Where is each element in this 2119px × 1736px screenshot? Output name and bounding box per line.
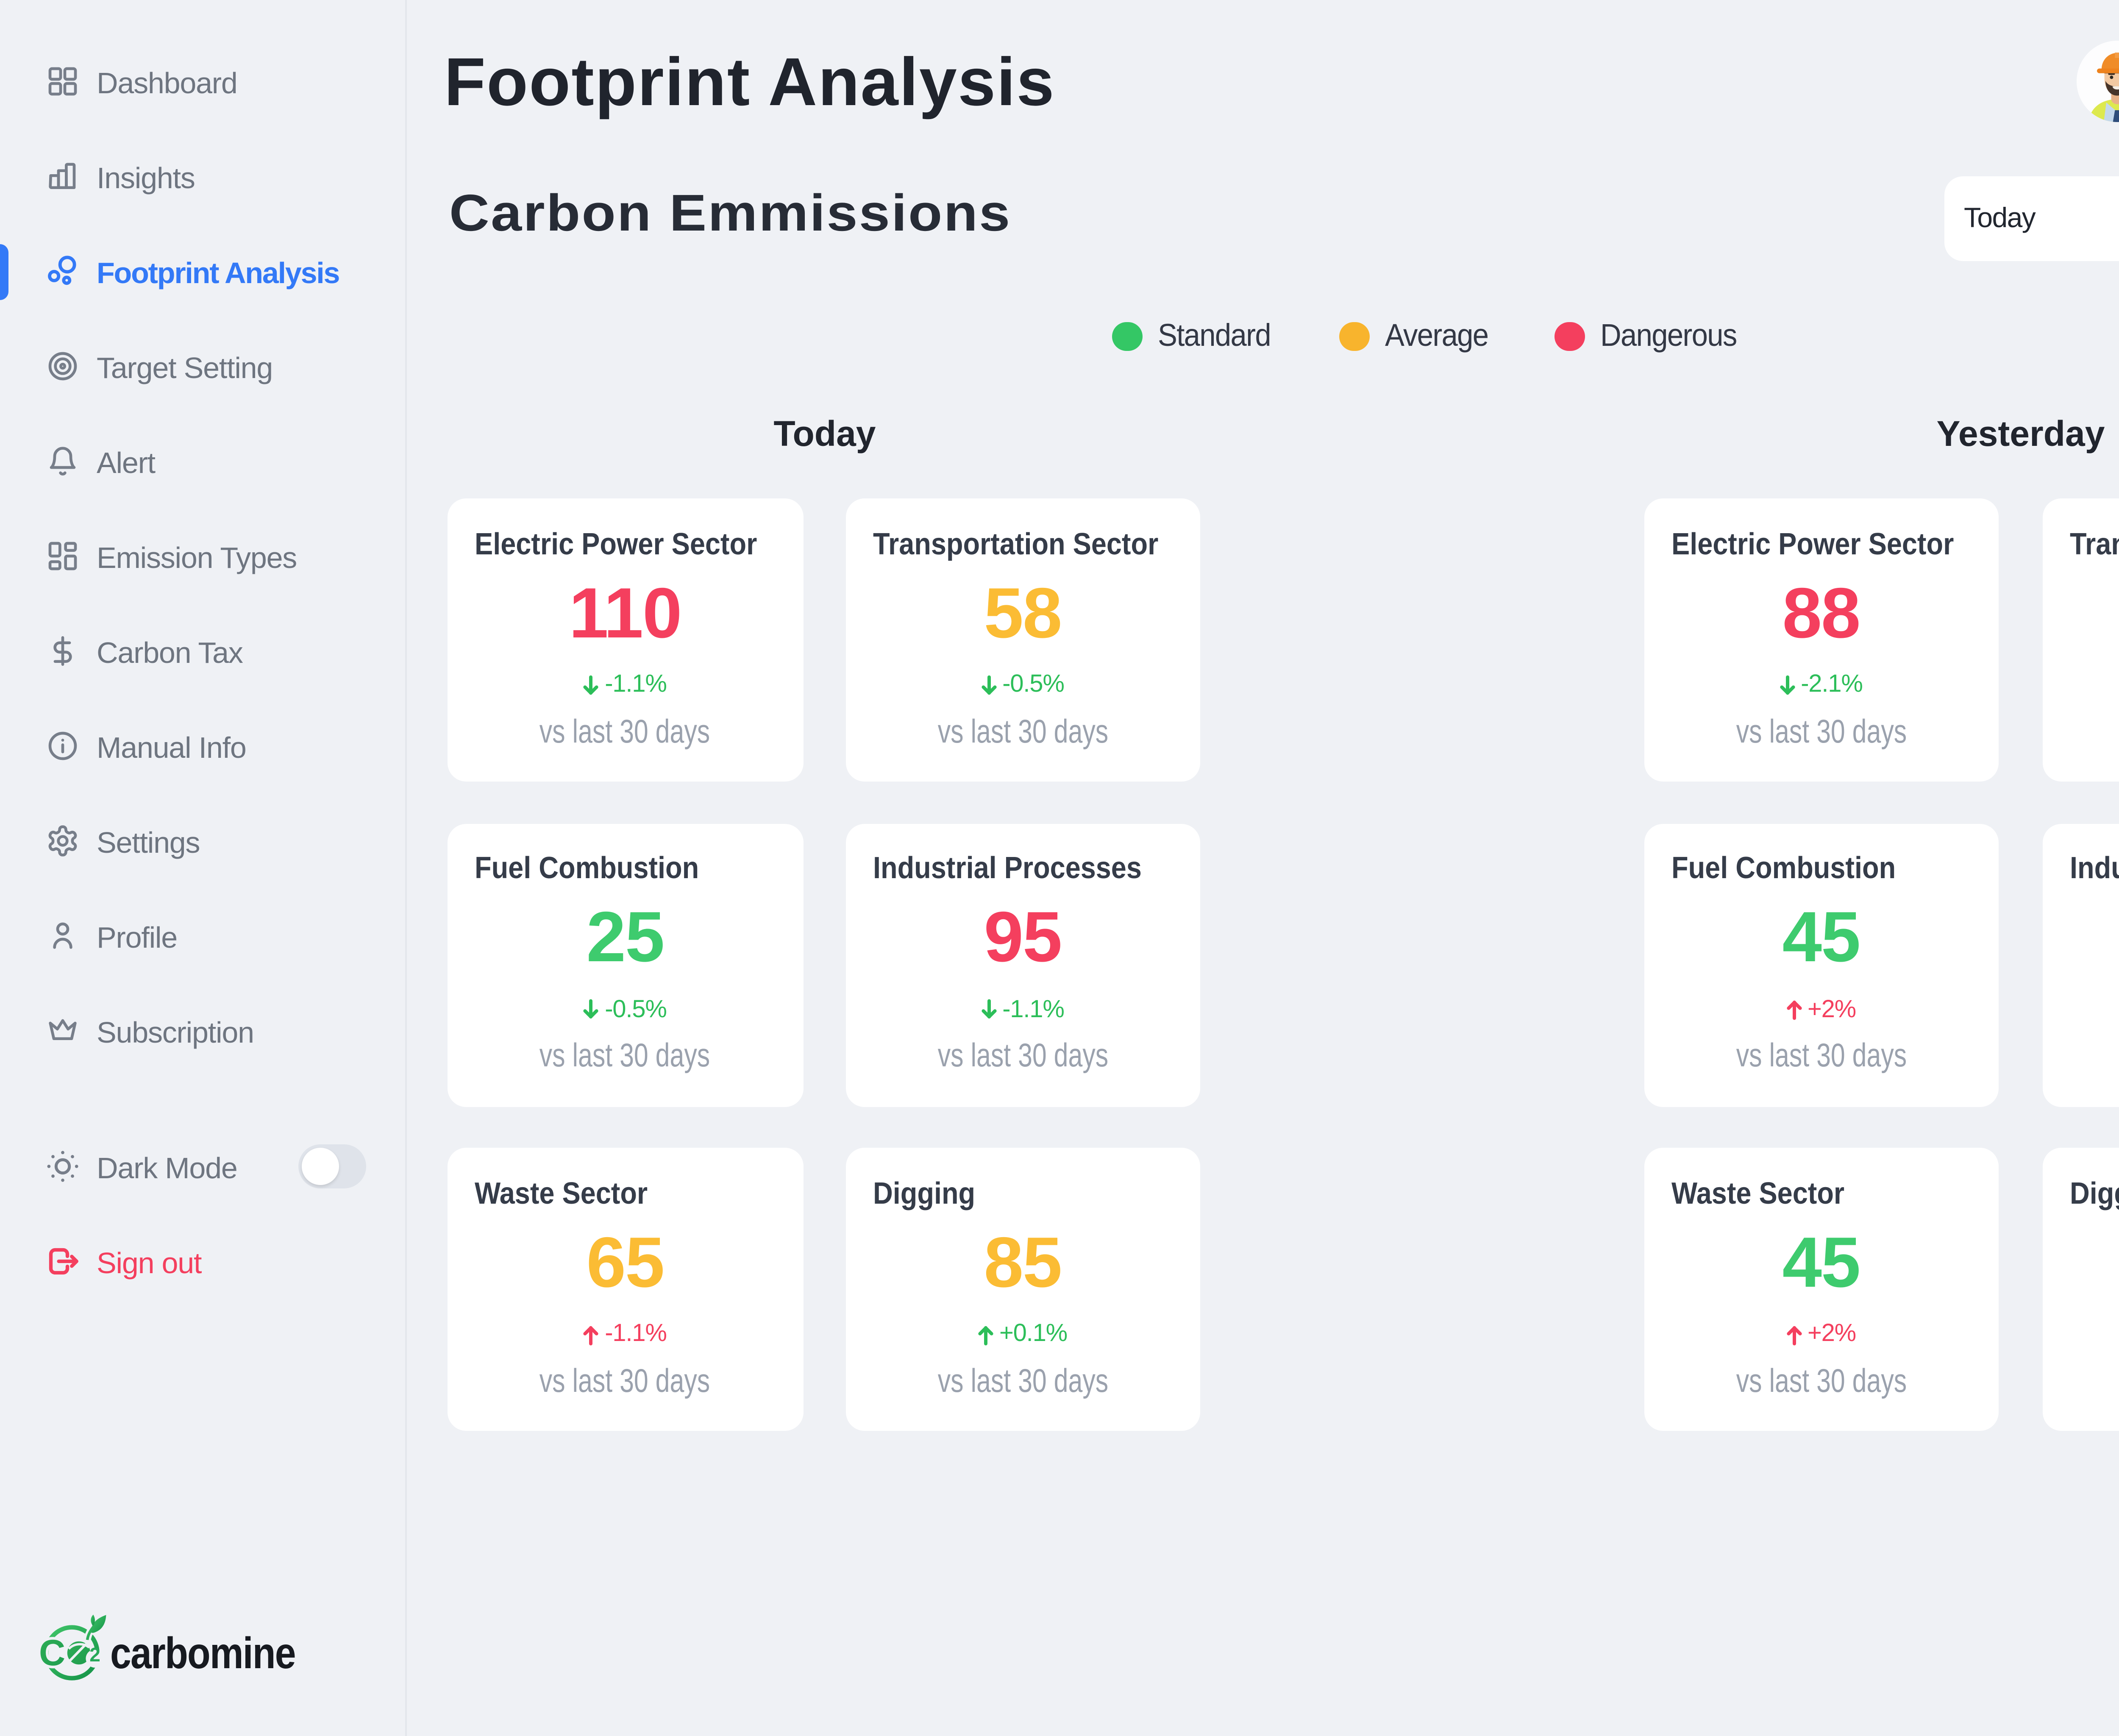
svg-text:C: C [39, 1632, 65, 1672]
svg-text:C: C [39, 1632, 65, 1672]
